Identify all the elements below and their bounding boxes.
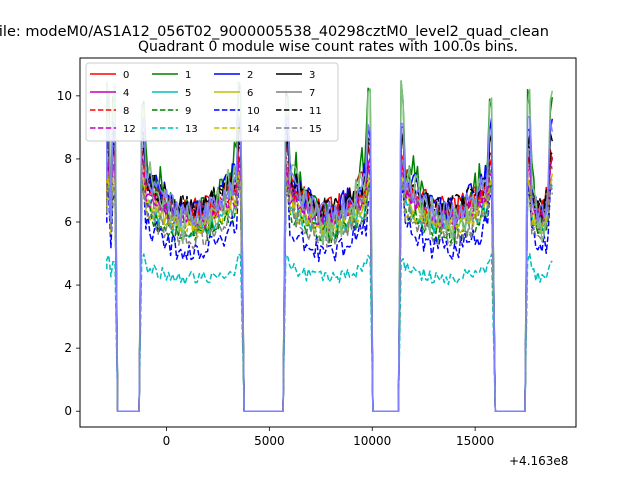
x-offset-label: +4.163e8 [509, 454, 568, 468]
legend-label: 10 [247, 106, 260, 117]
x-tick-label: 5000 [254, 434, 285, 448]
legend-label: 3 [309, 70, 315, 81]
chart-title: Quadrant 0 module wise count rates with … [138, 39, 518, 55]
series-line-13 [106, 252, 553, 412]
series-line-aux-16 [106, 80, 554, 412]
legend-label: 8 [123, 106, 129, 117]
legend-label: 6 [247, 88, 253, 99]
legend-label: 12 [123, 124, 136, 135]
legend-label: 7 [309, 88, 315, 99]
y-tick-label: 10 [57, 89, 72, 103]
series-line-aux-17 [106, 114, 554, 412]
plot-frame [79, 57, 577, 428]
legend-box [85, 62, 339, 142]
figure-suptitle: n file: modeM0/AS1A12_056T02_9000005538_… [0, 24, 549, 40]
legend-label: 9 [185, 106, 191, 117]
y-tick-label: 8 [64, 152, 72, 166]
legend-label: 4 [123, 88, 129, 99]
y-tick-label: 6 [64, 215, 72, 229]
x-tick-label: 0 [163, 434, 171, 448]
series-line-10 [106, 183, 553, 412]
legend-label: 2 [247, 70, 253, 81]
y-tick-label: 0 [64, 404, 72, 418]
legend-label: 13 [185, 124, 198, 135]
legend-label: 0 [123, 70, 129, 81]
tick-layer: 0 5000 10000 15000 0 2 4 6 8 10 [57, 89, 495, 448]
legend-label: 1 [185, 70, 191, 81]
legend-label: 11 [309, 106, 322, 117]
x-tick-label: 10000 [353, 434, 391, 448]
legend-label: 5 [185, 88, 191, 99]
series-layer [106, 80, 554, 412]
y-tick-label: 4 [64, 278, 72, 292]
y-tick-label: 2 [64, 341, 72, 355]
x-tick-label: 15000 [456, 434, 494, 448]
legend-label: 14 [247, 124, 260, 135]
legend-label: 15 [309, 124, 322, 135]
